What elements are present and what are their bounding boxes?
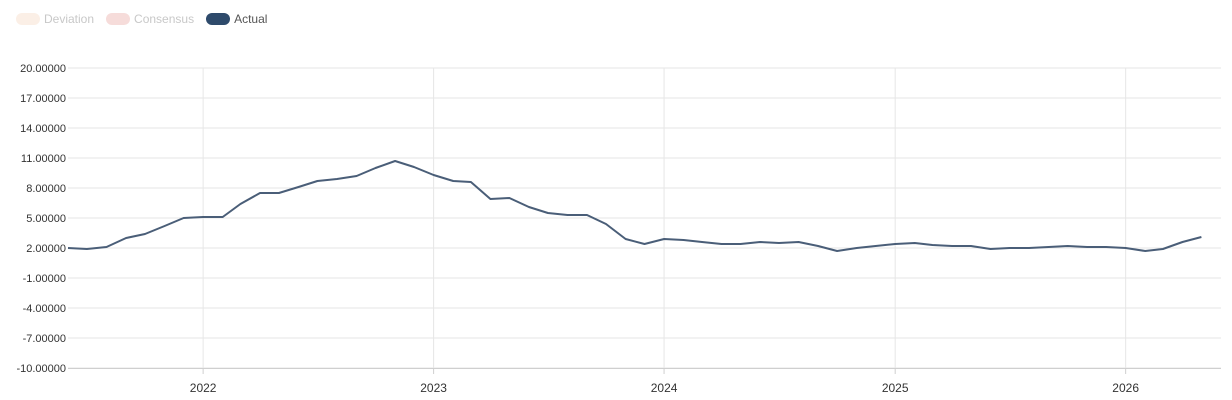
data-point: [874, 245, 877, 248]
data-point: [817, 245, 820, 248]
y-tick-label: 5.00000: [26, 213, 66, 225]
data-point: [836, 250, 839, 253]
data-point: [604, 223, 607, 226]
legend-label-consensus: Consensus: [134, 12, 195, 26]
data-point: [1124, 247, 1127, 250]
y-tick-label: 2.00000: [26, 243, 66, 255]
data-point: [1066, 245, 1069, 248]
data-point: [989, 248, 992, 251]
data-point: [720, 243, 723, 246]
x-tick-label: 2026: [1112, 381, 1139, 395]
data-point: [125, 237, 128, 240]
data-point: [969, 245, 972, 248]
data-point: [432, 174, 435, 177]
data-point: [951, 245, 954, 248]
data-point: [913, 242, 916, 245]
data-point: [894, 243, 897, 246]
data-point: [931, 244, 934, 247]
data-point: [739, 243, 742, 246]
data-point: [355, 175, 358, 178]
y-tick-label: 11.00000: [21, 153, 66, 165]
y-tick-label: 8.00000: [26, 183, 66, 195]
y-tick-label: 20.00000: [20, 63, 66, 75]
series-line-actual: [67, 160, 1202, 252]
data-point: [413, 166, 416, 169]
data-point: [1181, 241, 1184, 244]
data-point: [546, 212, 549, 215]
data-point: [643, 243, 646, 246]
y-tick-label: -10.00000: [16, 363, 66, 375]
data-point: [1047, 246, 1050, 249]
y-tick-label: -1.00000: [23, 273, 66, 285]
data-point: [797, 241, 800, 244]
data-point: [202, 216, 205, 219]
data-point: [527, 206, 530, 209]
legend-swatch-consensus: [106, 13, 131, 25]
legend: Deviation Consensus Actual: [16, 10, 267, 28]
data-point: [1200, 236, 1203, 239]
legend-label-actual: Actual: [234, 12, 268, 26]
data-point: [682, 239, 685, 242]
data-point: [182, 217, 185, 220]
legend-item-actual[interactable]: Actual: [206, 12, 267, 26]
data-point: [316, 180, 319, 183]
data-point: [85, 248, 88, 251]
data-point: [663, 238, 666, 241]
data-point: [67, 247, 70, 250]
data-point: [394, 160, 397, 163]
data-point: [144, 233, 147, 236]
data-point: [508, 197, 511, 200]
data-point: [297, 186, 300, 189]
x-tick-label: 2024: [651, 381, 678, 395]
legend-swatch-deviation: [16, 13, 40, 25]
data-point: [1161, 248, 1164, 251]
data-point: [1028, 247, 1031, 250]
data-point: [777, 242, 780, 245]
legend-item-deviation[interactable]: Deviation: [16, 12, 94, 26]
data-point: [1144, 250, 1147, 253]
y-tick-label: -7.00000: [23, 333, 66, 345]
data-point: [258, 192, 261, 195]
data-point: [700, 241, 703, 244]
data-point: [1008, 247, 1011, 250]
data-point: [163, 225, 166, 228]
x-tick-label: 2022: [190, 381, 217, 395]
data-point: [221, 216, 224, 219]
data-point: [277, 192, 280, 195]
data-point: [489, 198, 492, 201]
data-point: [452, 180, 455, 183]
y-tick-label: 14.00000: [20, 123, 66, 135]
legend-label-deviation: Deviation: [44, 12, 95, 26]
x-tick-label: 2025: [882, 381, 909, 395]
y-tick-label: 17.00000: [20, 93, 66, 105]
data-point: [335, 178, 338, 181]
data-point: [759, 241, 762, 244]
data-point: [1105, 246, 1108, 249]
data-point: [566, 214, 569, 217]
y-tick-label: -4.00000: [23, 303, 66, 315]
data-point: [1086, 246, 1089, 249]
data-point: [855, 247, 858, 250]
data-point: [624, 238, 627, 241]
data-point: [105, 246, 108, 249]
legend-swatch-actual: [206, 13, 231, 25]
legend-item-consensus[interactable]: Consensus: [106, 12, 194, 26]
data-point: [586, 214, 589, 217]
data-point: [239, 203, 242, 206]
data-point: [374, 167, 377, 170]
data-point: [469, 181, 472, 184]
x-tick-label: 2023: [420, 381, 447, 395]
